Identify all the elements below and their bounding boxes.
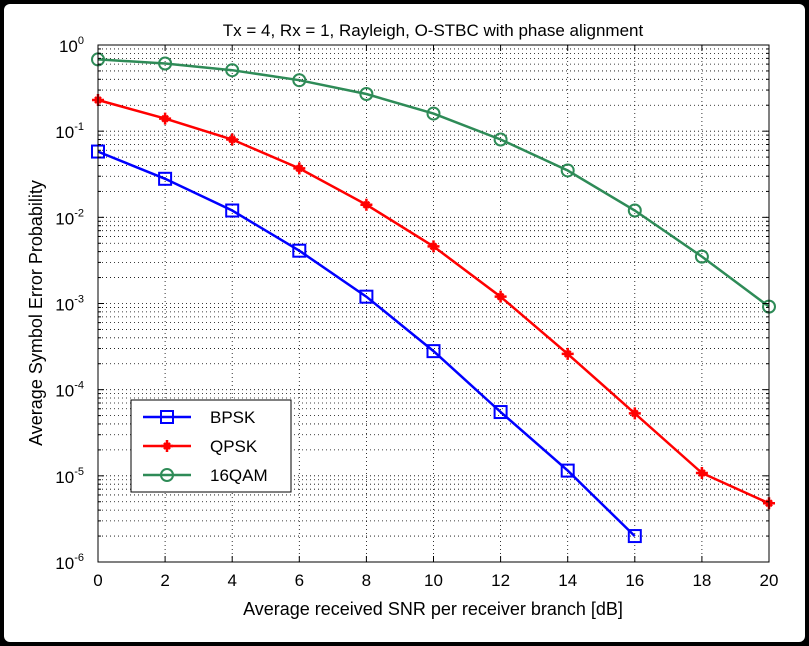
data-point-16qam: [627, 203, 642, 218]
data-point-16qam: [560, 163, 575, 178]
x-tick-label: 4: [227, 571, 236, 590]
data-point-bpsk: [225, 203, 240, 218]
series-line-16qam: [97, 58, 770, 308]
data-point-16qam: [359, 86, 374, 101]
legend-marker-bpsk: [160, 410, 174, 424]
data-point-qpsk: [293, 162, 306, 175]
data-point-qpsk: [427, 240, 440, 253]
data-point-qpsk: [494, 290, 507, 303]
data-point-16qam: [694, 249, 709, 264]
series-layer: [91, 52, 776, 544]
x-tick-label: 0: [93, 571, 102, 590]
x-tick-label: 16: [625, 571, 644, 590]
data-point-bpsk: [359, 289, 374, 304]
series-line-bpsk: [97, 150, 636, 537]
data-point-16qam: [292, 73, 307, 88]
chart-title: Tx = 4, Rx = 1, Rayleigh, O-STBC with ph…: [223, 21, 644, 40]
y-tick-label: 10-4: [55, 380, 84, 401]
data-point-qpsk: [226, 133, 239, 146]
data-point-qpsk: [695, 466, 708, 479]
y-tick-label: 10-1: [55, 121, 84, 142]
legend-label-bpsk: BPSK: [210, 408, 256, 427]
x-tick-label: 6: [295, 571, 304, 590]
ticks-layer: 0 2 4 6 8 10 12 14 16 18 20 100 10-1 10-2 10-3 10-4 10-5…: [55, 35, 778, 590]
y-tick-label: 10-3: [55, 294, 84, 315]
data-point-bpsk: [426, 344, 441, 359]
y-tick-label: 100: [59, 35, 84, 56]
data-point-16qam: [493, 132, 508, 147]
legend-label-16qam: 16QAM: [210, 466, 268, 485]
data-point-bpsk: [158, 171, 173, 186]
data-point-bpsk: [560, 463, 575, 478]
data-point-16qam: [158, 56, 173, 71]
data-point-16qam: [225, 63, 240, 78]
y-axis-title: Average Symbol Error Probability: [26, 180, 46, 446]
x-axis-title: Average received SNR per receiver branch…: [243, 599, 623, 619]
y-tick-label: 10-6: [55, 552, 84, 573]
data-point-qpsk: [159, 112, 172, 125]
x-tick-label: 18: [692, 571, 711, 590]
x-tick-label: 14: [558, 571, 577, 590]
data-point-qpsk: [628, 407, 641, 420]
x-tick-label: 12: [491, 571, 510, 590]
data-point-bpsk: [627, 529, 642, 544]
data-point-qpsk: [360, 198, 373, 211]
legend-marker-qpsk: [161, 440, 173, 452]
x-tick-label: 20: [760, 571, 779, 590]
y-tick-label: 10-2: [55, 207, 84, 228]
legend-label-qpsk: QPSK: [210, 437, 258, 456]
legend: BPSK QPSK 16QAM: [130, 399, 292, 493]
legend-marker-16qam: [160, 468, 174, 482]
data-point-16qam: [426, 106, 441, 121]
x-tick-label: 8: [362, 571, 371, 590]
data-point-bpsk: [493, 405, 508, 420]
data-point-qpsk: [561, 347, 574, 360]
x-tick-label: 10: [424, 571, 443, 590]
y-tick-label: 10-5: [55, 466, 84, 487]
x-tick-label: 2: [160, 571, 169, 590]
data-point-bpsk: [292, 243, 307, 258]
